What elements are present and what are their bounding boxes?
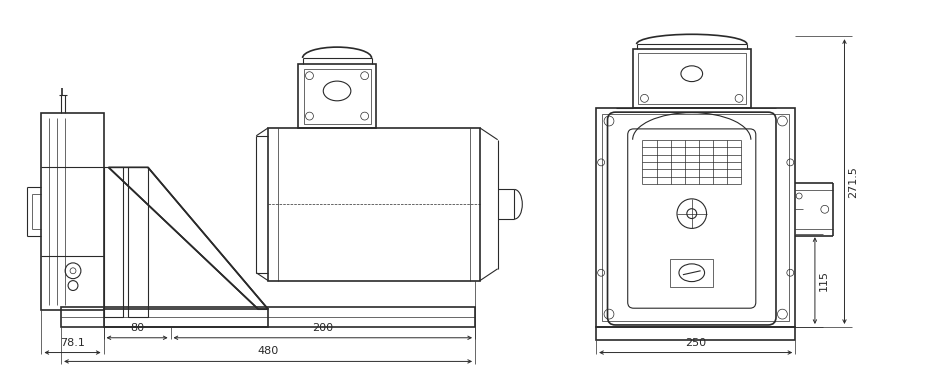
Bar xyxy=(268,128,480,280)
Bar xyxy=(61,307,475,327)
Text: 78.1: 78.1 xyxy=(60,338,85,348)
Bar xyxy=(104,309,268,327)
Text: 200: 200 xyxy=(313,323,333,333)
Text: 480: 480 xyxy=(257,346,278,357)
Bar xyxy=(297,64,376,128)
Bar xyxy=(128,167,148,317)
Text: 115: 115 xyxy=(819,270,828,291)
Bar xyxy=(633,49,750,108)
Text: 80: 80 xyxy=(130,323,144,333)
Text: 250: 250 xyxy=(685,338,706,348)
Bar xyxy=(42,113,104,310)
Text: 271.5: 271.5 xyxy=(848,166,859,198)
Bar xyxy=(597,108,795,327)
Bar xyxy=(104,167,124,317)
Bar xyxy=(670,259,713,287)
Bar xyxy=(602,114,789,321)
Bar xyxy=(597,327,795,340)
Bar xyxy=(637,53,746,104)
Bar xyxy=(304,69,370,124)
